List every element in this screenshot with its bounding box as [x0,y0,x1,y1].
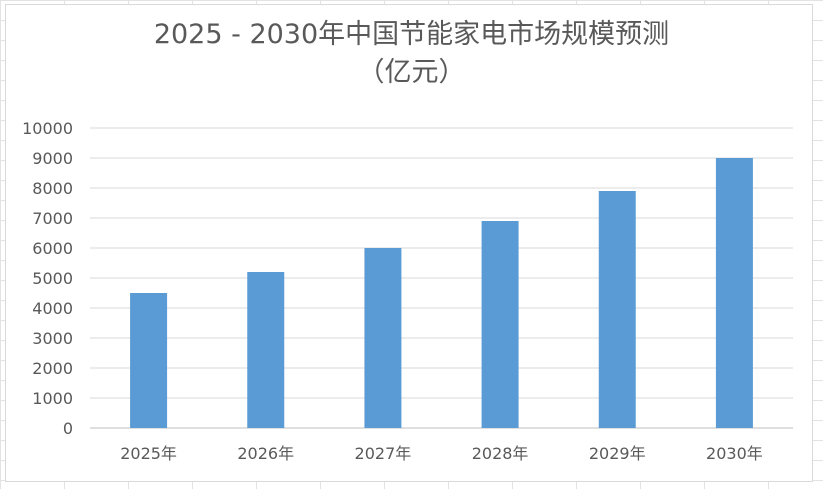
x-category-label: 2027年 [355,444,412,463]
bar [715,158,753,428]
bar [247,272,285,428]
bar [481,221,519,428]
y-tick-label: 0 [63,419,73,438]
chart-subtitle: （亿元） [357,57,466,88]
y-tick-label: 7000 [32,209,73,228]
x-category-label: 2026年 [237,444,294,463]
y-tick-label: 4000 [32,299,73,318]
y-tick-label: 10000 [22,119,73,138]
bar [598,191,636,428]
x-category-label: 2025年 [120,444,177,463]
y-tick-label: 2000 [32,359,73,378]
x-category-label: 2028年 [472,444,529,463]
y-tick-label: 8000 [32,179,73,198]
bar [130,293,168,428]
y-tick-label: 9000 [32,149,73,168]
bar [364,248,402,428]
chart-title: 2025 - 2030年中国节能家电市场规模预测 [153,19,670,50]
y-tick-label: 6000 [32,239,73,258]
x-category-label: 2030年 [706,444,763,463]
y-tick-label: 5000 [32,269,73,288]
y-tick-label: 1000 [32,389,73,408]
y-tick-label: 3000 [32,329,73,348]
x-category-label: 2029年 [589,444,646,463]
